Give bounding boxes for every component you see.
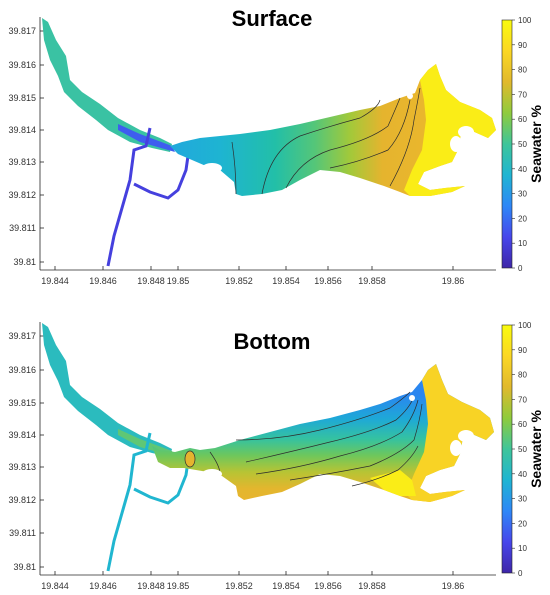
colorbar-tick-label: 60 bbox=[518, 115, 527, 124]
island-cutout bbox=[450, 136, 462, 152]
colorbar bbox=[501, 324, 513, 574]
island-cutout bbox=[409, 395, 415, 401]
contour-line bbox=[231, 141, 237, 195]
y-tick-label: 39.813 bbox=[8, 157, 36, 167]
south-canal-a bbox=[106, 127, 152, 267]
colorbar-tick-label: 40 bbox=[518, 165, 527, 174]
x-tick-label: 19.844 bbox=[41, 581, 69, 591]
y-tick-label: 39.814 bbox=[8, 430, 36, 440]
eastern-arms-region bbox=[406, 364, 494, 502]
island-cutout bbox=[407, 93, 413, 99]
contour-line bbox=[255, 399, 419, 475]
y-tick-label: 39.816 bbox=[8, 365, 36, 375]
x-tick-label: 19.86 bbox=[442, 581, 465, 591]
panel-title: Surface bbox=[232, 6, 313, 31]
panel-title: Bottom bbox=[234, 329, 311, 354]
y-tick-label: 39.815 bbox=[8, 93, 36, 103]
colorbar-tick-label: 60 bbox=[518, 420, 527, 429]
lagoon-body bbox=[170, 64, 496, 196]
colorbar-tick-label: 20 bbox=[518, 214, 527, 223]
x-tick-label: 19.858 bbox=[358, 276, 386, 286]
colorbar-tick-label: 50 bbox=[518, 140, 527, 149]
eastern-arms-region bbox=[404, 64, 496, 196]
colorbar-tick-label: 100 bbox=[518, 321, 532, 330]
text-layer: 19.844 19.846 19.848 19.85 19.852 19.854 19.85… bbox=[8, 6, 544, 591]
colorbar-tick-label: 70 bbox=[518, 90, 527, 99]
contour-line bbox=[285, 97, 401, 189]
colorbar bbox=[501, 19, 513, 269]
colorbar-tick-label: 30 bbox=[518, 190, 527, 199]
colorbar-tick-label: 100 bbox=[518, 16, 532, 25]
south-canal-b bbox=[133, 155, 190, 200]
island-cutout bbox=[450, 440, 462, 456]
x-tick-label: 19.848 bbox=[137, 276, 165, 286]
x-tick-label: 19.854 bbox=[272, 581, 300, 591]
x-tick-label: 19.856 bbox=[314, 276, 342, 286]
north-channel-region bbox=[42, 323, 172, 457]
colorbar-tick-label: 0 bbox=[518, 264, 523, 273]
x-tick-label: 19.846 bbox=[89, 581, 117, 591]
island-cutout bbox=[202, 163, 222, 173]
axes-layer bbox=[39, 17, 515, 576]
island-cutout bbox=[458, 126, 474, 138]
contour-line bbox=[351, 445, 419, 487]
contour-line bbox=[261, 99, 381, 195]
lagoon-body bbox=[152, 364, 494, 502]
colorbar-label: Seawater % bbox=[528, 410, 544, 488]
x-tick-label: 19.854 bbox=[272, 276, 300, 286]
y-tick-label: 39.817 bbox=[8, 331, 36, 341]
y-tick-label: 39.816 bbox=[8, 60, 36, 70]
colorbar-tick-label: 0 bbox=[518, 569, 523, 578]
colorbar-tick-label: 10 bbox=[518, 544, 527, 553]
colorbar-tick-label: 80 bbox=[518, 371, 527, 380]
x-tick-label: 19.844 bbox=[41, 276, 69, 286]
colorbar-tick-label: 20 bbox=[518, 519, 527, 528]
colorbar-tick-label: 30 bbox=[518, 495, 527, 504]
colorbar-tick-label: 10 bbox=[518, 239, 527, 248]
island-cutout bbox=[458, 430, 474, 442]
y-tick-label: 39.815 bbox=[8, 398, 36, 408]
y-tick-label: 39.81 bbox=[13, 562, 36, 572]
y-tick-label: 39.812 bbox=[8, 495, 36, 505]
canal-junction-marker bbox=[184, 450, 196, 468]
y-tick-label: 39.812 bbox=[8, 190, 36, 200]
x-tick-label: 19.86 bbox=[442, 276, 465, 286]
contour-line bbox=[329, 99, 411, 169]
y-tick-label: 39.814 bbox=[8, 125, 36, 135]
x-tick-label: 19.856 bbox=[314, 581, 342, 591]
x-tick-label: 19.852 bbox=[225, 581, 253, 591]
y-tick-label: 39.813 bbox=[8, 462, 36, 472]
y-tick-label: 39.81 bbox=[13, 257, 36, 267]
y-tick-label: 39.811 bbox=[9, 223, 36, 233]
y-tick-label: 39.811 bbox=[9, 528, 36, 538]
x-tick-label: 19.858 bbox=[358, 581, 386, 591]
south-canal-a bbox=[106, 432, 152, 572]
colorbar-tick-label: 40 bbox=[518, 470, 527, 479]
contour-line bbox=[289, 403, 423, 481]
bottom-yellow-patch bbox=[370, 470, 416, 496]
colorbar-label: Seawater % bbox=[528, 105, 544, 183]
x-tick-label: 19.85 bbox=[167, 581, 190, 591]
x-tick-label: 19.848 bbox=[137, 581, 165, 591]
colorbar-tick-label: 70 bbox=[518, 395, 527, 404]
contour-line bbox=[389, 87, 421, 187]
x-tick-label: 19.85 bbox=[167, 276, 190, 286]
data-layer bbox=[42, 18, 496, 572]
colorbar-tick-label: 90 bbox=[518, 41, 527, 50]
contour-line bbox=[235, 391, 411, 441]
x-tick-label: 19.852 bbox=[225, 276, 253, 286]
contour-line bbox=[245, 395, 415, 463]
x-tick-label: 19.846 bbox=[89, 276, 117, 286]
colorbar-tick-label: 90 bbox=[518, 346, 527, 355]
south-canal-b bbox=[133, 460, 190, 505]
colorbar-tick-label: 50 bbox=[518, 445, 527, 454]
colorbar-tick-label: 80 bbox=[518, 66, 527, 75]
island-cutout bbox=[202, 469, 222, 479]
north-channel-region bbox=[42, 18, 172, 152]
y-tick-label: 39.817 bbox=[8, 26, 36, 36]
